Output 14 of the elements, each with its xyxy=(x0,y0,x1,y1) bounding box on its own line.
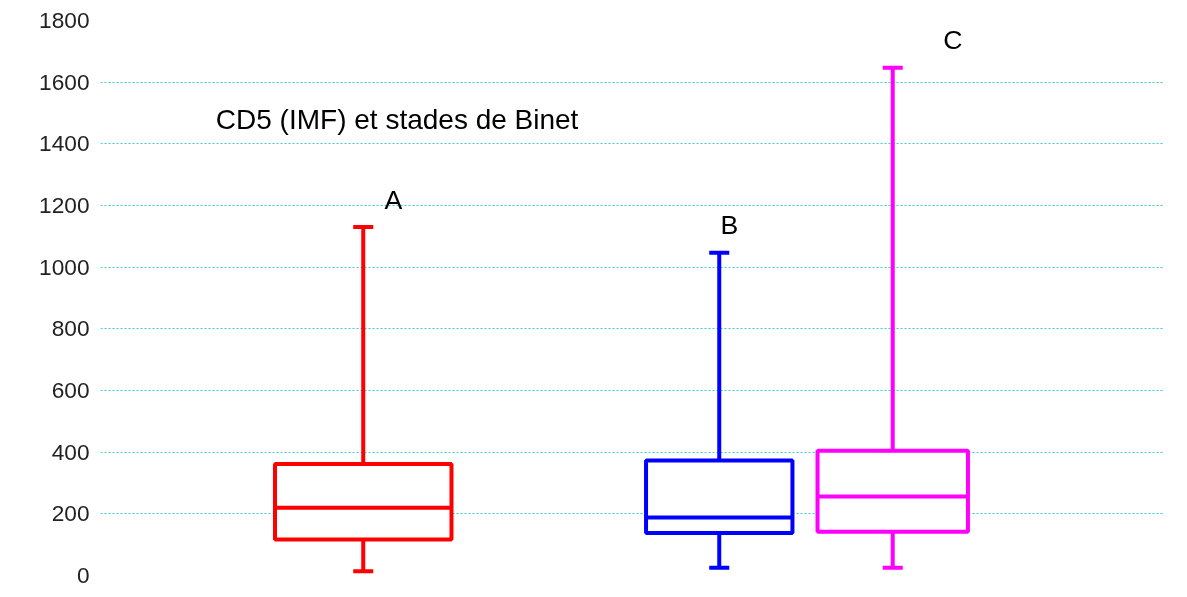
y-tick-label: 1800 xyxy=(39,7,90,33)
text: CD5 (IMF) et stades de Binet xyxy=(215,103,579,135)
x-tick-label: C xyxy=(943,25,963,56)
x-tick-label: A xyxy=(384,184,403,215)
y-tick-label: 1200 xyxy=(39,192,90,218)
y-tick-label: 1400 xyxy=(39,130,90,157)
y-tick-label: 0 xyxy=(76,562,90,588)
y-tick-label: 800 xyxy=(51,315,90,342)
y-tick-label: 200 xyxy=(51,500,90,527)
y-tick-label: 600 xyxy=(51,377,90,403)
y-tick-label: 1600 xyxy=(39,68,90,95)
y-tick-label: 1000 xyxy=(39,253,90,280)
x-tick-label: B xyxy=(720,210,739,241)
y-tick-label: 400 xyxy=(51,438,90,465)
